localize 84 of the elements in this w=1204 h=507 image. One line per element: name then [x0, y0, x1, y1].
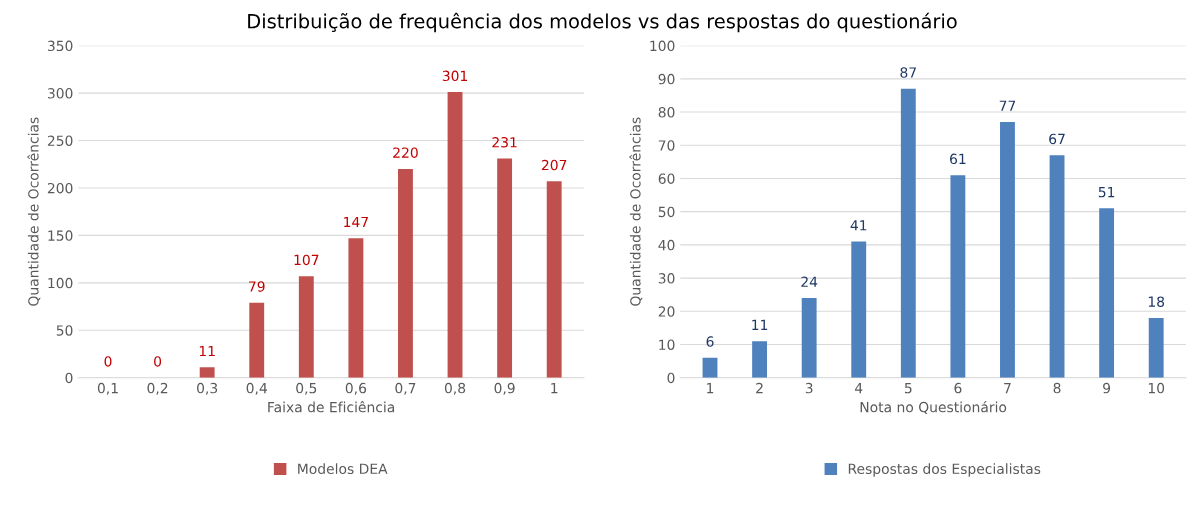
data-label: 301 — [442, 70, 468, 82]
data-label: 11 — [752, 319, 768, 330]
y-tick-label: 50 — [658, 206, 675, 218]
data-label: 77 — [999, 100, 1016, 111]
legend-label: Modelos DEA — [298, 463, 388, 475]
bar — [447, 92, 463, 378]
y-tick-label: 200 — [47, 182, 73, 194]
x-axis-title: Faixa de Eficiência — [268, 401, 395, 413]
data-label: 11 — [199, 345, 215, 357]
data-label: 61 — [950, 153, 966, 165]
y-axis-title: Quantidade de Ocorrências — [629, 117, 643, 306]
x-tick-label: 0,8 — [444, 382, 466, 395]
x-tick-label: 0,1 — [97, 382, 118, 395]
data-label: 147 — [344, 216, 368, 228]
bar — [1000, 122, 1015, 378]
y-tick-label: 0 — [65, 372, 73, 384]
bar — [1049, 155, 1065, 378]
bar — [752, 341, 768, 378]
data-label: 107 — [294, 254, 319, 266]
bar — [298, 276, 314, 378]
data-label: 18 — [1148, 296, 1165, 307]
x-tick-label: 4 — [855, 383, 863, 394]
x-tick-label: 6 — [954, 382, 962, 394]
bar — [1099, 208, 1115, 378]
x-tick-label: 0,2 — [147, 382, 168, 395]
data-label: 67 — [1049, 133, 1065, 145]
bar — [702, 357, 718, 378]
x-tick-label: 0,5 — [296, 382, 317, 395]
legend-label: Respostas dos Especialistas — [848, 463, 1041, 477]
data-label: 6 — [706, 336, 714, 347]
bar — [900, 88, 916, 378]
bar — [851, 241, 867, 378]
y-tick-label: 30 — [658, 273, 675, 284]
y-tick-label: 350 — [47, 40, 73, 52]
y-tick-label: 150 — [48, 230, 73, 241]
data-label: 220 — [393, 147, 418, 158]
x-tick-label: 0,9 — [494, 382, 515, 395]
y-tick-label: 250 — [47, 135, 73, 146]
data-label: 0 — [154, 356, 162, 367]
y-tick-label: 80 — [658, 107, 675, 118]
data-label: 87 — [900, 67, 916, 78]
data-label: 41 — [850, 220, 867, 231]
bar — [398, 168, 413, 378]
x-tick-label: 2 — [756, 382, 763, 394]
x-tick-label: 0,6 — [345, 382, 367, 395]
y-tick-label: 0 — [667, 372, 675, 384]
bar — [249, 302, 265, 378]
bar — [348, 238, 364, 378]
y-tick-label: 100 — [48, 277, 73, 289]
x-tick-label: 9 — [1103, 382, 1111, 394]
data-label: 79 — [249, 281, 265, 292]
x-tick-label: 3 — [805, 382, 813, 394]
y-tick-label: 20 — [658, 306, 675, 317]
bar — [1148, 317, 1164, 378]
x-tick-label: 0,7 — [395, 382, 416, 395]
y-tick-label: 70 — [658, 140, 675, 151]
data-label: 24 — [801, 276, 818, 287]
y-tick-label: 50 — [56, 325, 73, 336]
x-tick-label: 7 — [1004, 383, 1011, 394]
data-label: 207 — [541, 159, 567, 171]
bar — [546, 181, 562, 378]
bar — [199, 367, 215, 378]
y-tick-label: 90 — [658, 73, 675, 85]
y-tick-label: 40 — [658, 239, 675, 251]
y-tick-label: 10 — [659, 339, 675, 350]
bar — [801, 298, 817, 378]
data-label: 0 — [104, 356, 112, 367]
chart-title: Distribuição de frequência dos modelos vs das respostas do questionário — [248, 12, 957, 33]
x-tick-label: 8 — [1053, 382, 1061, 394]
x-tick-label: 10 — [1148, 382, 1165, 394]
y-tick-label: 60 — [658, 173, 675, 184]
data-label: 231 — [492, 137, 517, 148]
y-tick-label: 100 — [650, 40, 675, 52]
x-tick-label: 0,4 — [246, 382, 267, 395]
x-tick-label: 1 — [551, 383, 558, 394]
x-axis-title: Nota no Questionário — [860, 401, 1007, 414]
x-tick-label: 0,3 — [197, 382, 218, 395]
bar — [497, 158, 513, 378]
x-tick-label: 5 — [904, 383, 912, 394]
data-label: 51 — [1098, 187, 1115, 198]
bar — [950, 175, 966, 378]
x-tick-label: 1 — [707, 383, 714, 394]
y-axis-title: Quantidade de Ocorrências — [27, 117, 41, 306]
y-tick-label: 300 — [47, 88, 73, 99]
